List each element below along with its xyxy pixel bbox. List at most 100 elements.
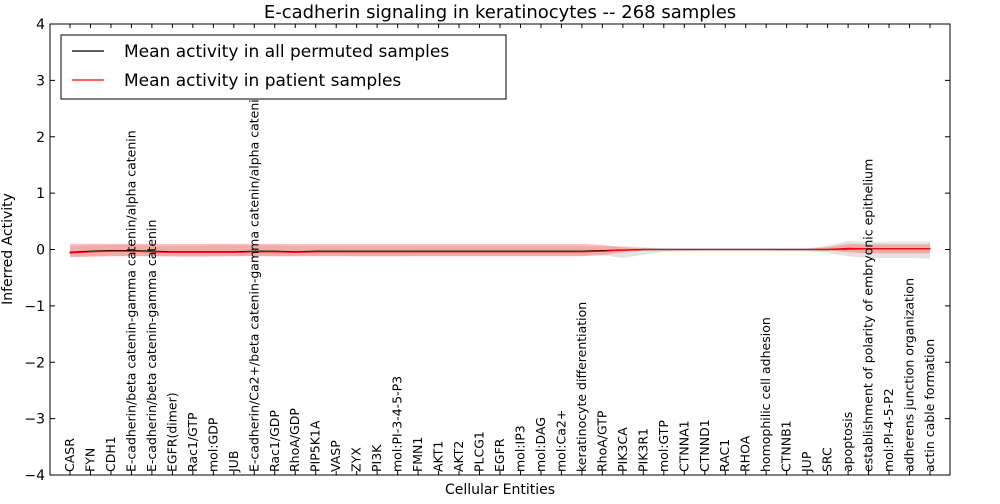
point-series-1-12 <box>315 251 317 253</box>
x-tick-label-30: CTNNA1 <box>676 420 691 472</box>
point-series-1-11 <box>294 251 296 253</box>
x-tick-label-41: adherens junction organization <box>902 278 917 472</box>
x-axis-ticks: CASR FYN CDH1 E-cadherin/beta catenin-gamma… <box>62 24 937 475</box>
point-series-1-29 <box>663 248 665 251</box>
point-series-1-7 <box>212 251 214 253</box>
x-tick-label-14: ZYX <box>349 447 364 472</box>
point-series-1-15 <box>376 251 378 253</box>
point-series-1-20 <box>478 251 481 253</box>
x-tick-label-28: PIK3R1 <box>635 428 650 472</box>
plot-frame <box>49 23 951 476</box>
y-axis-ticks: −4 −3 −2 −1 0 1 2 3 4 <box>24 17 950 484</box>
y-tick-label-0: −4 <box>24 468 45 484</box>
point-series-1-42 <box>929 248 931 250</box>
confidence-bands <box>70 241 930 259</box>
x-tick-label-39: establishment of polarity of embryonic e… <box>861 159 876 472</box>
point-series-1-41 <box>908 248 911 250</box>
point-series-1-10 <box>274 251 276 253</box>
y-axis-label: Inferred Activity <box>0 193 16 305</box>
band-series-1 <box>70 243 930 257</box>
point-series-1-8 <box>233 251 235 253</box>
point-series-1-23 <box>540 251 542 253</box>
x-tick-label-3: E-cadherin/beta catenin-gamma catenin/al… <box>123 130 138 472</box>
x-tick-label-40: mol:PI-4-5-P2 <box>881 388 896 472</box>
x-tick-label-24: mol:Ca2+ <box>553 410 568 472</box>
point-series-1-18 <box>438 251 440 253</box>
x-tick-label-20: PLCG1 <box>472 431 487 472</box>
point-series-1-31 <box>704 248 706 251</box>
x-tick-label-29: mol:GTP <box>656 420 671 472</box>
chart-title: E-cadherin signaling in keratinocytes --… <box>264 2 736 23</box>
x-tick-label-1: FYN <box>83 448 98 472</box>
x-tick-label-8: JUB <box>226 451 241 473</box>
point-series-1-13 <box>335 251 337 253</box>
point-series-1-21 <box>499 251 501 253</box>
legend-box <box>60 34 507 100</box>
point-series-1-24 <box>560 251 563 253</box>
y-tick-label-6: 2 <box>36 130 45 146</box>
y-tick-label-5: 1 <box>36 186 45 202</box>
point-series-1-38 <box>847 247 849 249</box>
x-tick-label-15: PI3K <box>369 444 384 472</box>
x-tick-label-17: FMN1 <box>410 437 425 472</box>
point-series-1-5 <box>171 251 173 253</box>
point-series-1-0 <box>69 252 71 254</box>
y-tick-label-2: −2 <box>24 355 45 371</box>
x-tick-label-36: JUP <box>799 451 814 473</box>
x-tick-label-7: mol:GDP <box>205 417 220 472</box>
x-tick-label-11: RhoA/GDP <box>287 408 302 472</box>
x-tick-label-18: AKT1 <box>431 441 446 472</box>
x-tick-label-22: mol:IP3 <box>513 425 528 472</box>
point-series-1-40 <box>888 248 890 250</box>
point-series-1-4 <box>151 251 153 253</box>
x-axis-label: Cellular Entities <box>445 482 555 498</box>
point-series-1-28 <box>642 248 644 251</box>
y-tick-label-3: −1 <box>24 299 45 315</box>
x-tick-label-42: actin cable formation <box>922 339 937 472</box>
x-tick-label-21: EGFR <box>492 438 507 472</box>
point-series-1-39 <box>868 248 870 250</box>
x-tick-label-10: Rac1/GDP <box>267 410 282 472</box>
point-series-1-17 <box>417 251 419 253</box>
point-series-1-34 <box>765 248 767 251</box>
legend-label-patient: Mean activity in patient samples <box>124 71 401 91</box>
y-tick-label-7: 3 <box>36 73 45 89</box>
point-series-1-1 <box>89 251 92 253</box>
x-tick-label-31: CTNND1 <box>697 419 712 472</box>
x-tick-label-19: AKT2 <box>451 441 466 472</box>
x-tick-label-37: SRC <box>820 447 835 472</box>
x-tick-label-35: CTNNB1 <box>779 420 794 472</box>
x-tick-label-12: PIP5K1A <box>308 420 323 472</box>
x-tick-label-25: keratinocyte differentiation <box>574 302 589 472</box>
point-series-1-9 <box>253 251 255 253</box>
x-tick-label-9: E-cadherin/Ca2+/beta catenin-gamma caten… <box>246 36 261 472</box>
x-tick-label-0: CASR <box>62 438 77 472</box>
x-tick-label-33: RHOA <box>738 435 753 472</box>
point-series-1-37 <box>827 248 829 251</box>
point-series-1-22 <box>519 251 522 253</box>
point-series-1-26 <box>601 250 604 252</box>
y-tick-label-1: −3 <box>24 412 45 428</box>
point-series-1-2 <box>110 250 112 252</box>
series-lines <box>69 247 931 254</box>
x-tick-label-16: mol:PI-3-4-5-P3 <box>390 376 405 472</box>
x-tick-label-26: RhoA/GTP <box>594 410 609 472</box>
point-series-1-6 <box>192 251 194 253</box>
x-tick-label-38: apoptosis <box>840 412 855 472</box>
band-series-0 <box>70 241 930 259</box>
point-series-1-32 <box>724 248 726 251</box>
point-series-1-35 <box>786 248 788 251</box>
y-tick-label-4: 0 <box>36 243 45 259</box>
point-series-1-30 <box>683 248 685 251</box>
x-tick-label-23: mol:DAG <box>533 417 548 472</box>
point-series-1-3 <box>130 250 132 252</box>
x-tick-label-4: E-cadherin/beta catenin-gamma catenin <box>144 220 159 472</box>
point-series-1-27 <box>622 249 624 251</box>
x-tick-label-32: RAC1 <box>717 439 732 472</box>
x-tick-label-27: PIK3CA <box>615 427 630 472</box>
legend: Mean activity in all permuted samples Me… <box>60 34 507 100</box>
point-series-1-25 <box>581 251 583 253</box>
point-series-1-19 <box>458 251 460 253</box>
x-tick-label-13: VASP <box>328 440 343 472</box>
